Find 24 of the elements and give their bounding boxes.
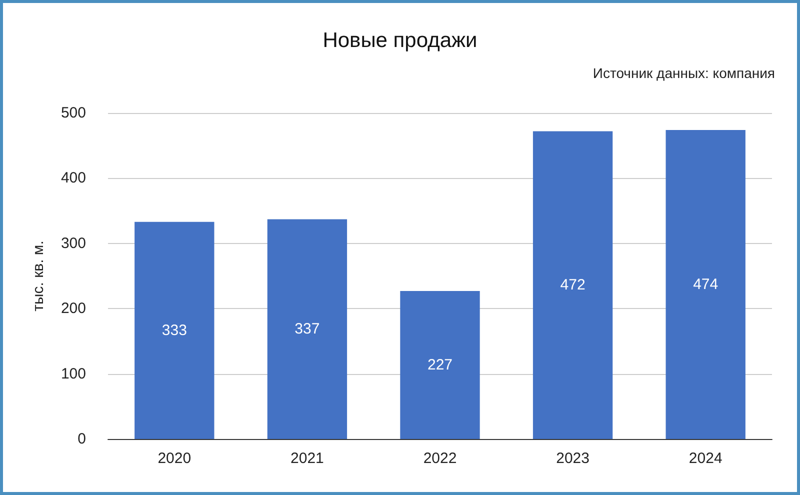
x-tick-label: 2023 [556,450,590,467]
y-tick-label: 300 [60,234,86,252]
y-axis-title: тыс. кв. м. [30,240,47,312]
x-tick-label: 2020 [158,450,192,467]
bar [532,131,613,439]
chart-title: Новые продажи [322,29,478,52]
x-tick-label: 2022 [423,450,457,467]
bar [134,222,214,439]
bar [666,130,746,439]
y-tick-label: 0 [78,430,86,448]
data-label: 474 [693,276,718,293]
y-tick-label: 500 [60,104,86,122]
data-label: 472 [560,276,586,294]
data-label: 337 [294,320,320,338]
y-tick-label: 200 [60,300,86,318]
y-tick-label: 400 [60,170,86,187]
data-label: 333 [162,322,187,339]
y-tick-label: 100 [60,365,86,382]
bar [267,219,348,439]
bar [400,290,480,439]
text: Источник данных: компания [592,65,775,81]
x-tick-label: 2024 [688,450,722,467]
data-label: 227 [427,356,453,374]
x-tick-label: 2021 [290,450,324,467]
